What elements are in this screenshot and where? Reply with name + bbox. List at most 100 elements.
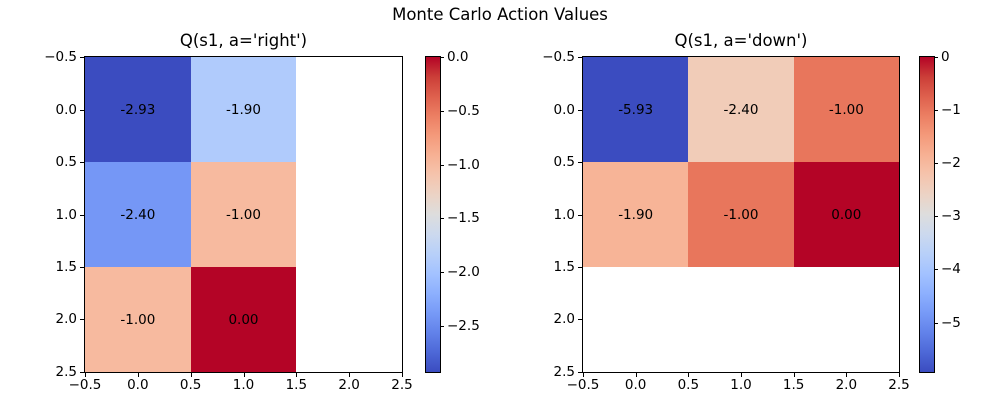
heatmap-cell-r2c2 (793, 267, 899, 372)
heatmap-cell-r0c2 (296, 57, 402, 162)
colorbar-tick-mark (440, 325, 444, 327)
y-tick-label: 1.5 (55, 259, 77, 275)
colorbar-tick-label: 0.0 (447, 49, 469, 65)
y-tick-label: −0.5 (542, 49, 575, 65)
x-tick-label: 0.5 (677, 377, 700, 393)
x-tick-label: −0.5 (68, 377, 102, 393)
heatmap-cell-r0c2: -1.00 (793, 57, 899, 162)
cell-value-label: -2.40 (120, 206, 156, 223)
heatmap-cell-r2c0: -1.00 (85, 267, 191, 372)
y-tick-label: 0.0 (55, 101, 77, 118)
x-tick-label: 2.0 (338, 377, 360, 393)
y-tick-mark (578, 109, 582, 111)
cell-value-label: 0.00 (831, 206, 862, 223)
x-tick-mark (583, 373, 584, 377)
x-tick-label: 0.5 (179, 377, 202, 393)
colorbar-tick-mark (440, 272, 444, 274)
heatmap-cell-r1c0: -2.40 (85, 162, 191, 267)
y-tick-mark (80, 57, 84, 58)
y-tick-label: 0.5 (55, 153, 77, 170)
colorbar-tick-label: −3 (941, 208, 961, 225)
y-tick-mark (578, 214, 582, 216)
colorbar-tick-label: −1 (941, 102, 961, 119)
y-tick-label: 0.0 (553, 101, 575, 118)
colorbar-tick-label: −1.0 (447, 156, 480, 173)
heatmap-cell-r1c2: 0.00 (793, 162, 899, 267)
y-tick-mark (80, 161, 84, 163)
colorbar-tick-mark (934, 322, 938, 324)
heatmap-cell-r2c1: 0.00 (190, 267, 297, 372)
heatmap-cell-r0c0: -5.93 (583, 57, 689, 162)
colorbar-tick-mark (934, 163, 938, 165)
x-tick-mark (402, 373, 403, 377)
subplot-title-q-down: Q(s1, a='down') (674, 31, 808, 50)
colorbar-tick-mark (440, 218, 444, 220)
heatmap-cell-r2c1 (688, 267, 794, 372)
y-tick-label: 1.0 (55, 206, 77, 223)
x-tick-mark (635, 373, 637, 377)
y-tick-mark (578, 372, 582, 373)
x-tick-mark (243, 373, 245, 377)
heatmap-cell-r2c0 (583, 267, 689, 372)
colorbar-tick-label: −1.5 (447, 210, 480, 227)
x-tick-mark (296, 373, 298, 377)
heatmap-cell-r1c2 (296, 162, 402, 267)
x-tick-label: 1.0 (730, 377, 752, 393)
cell-value-label: -1.00 (120, 311, 156, 328)
colorbar-q-down: 0 −1 −2 −3 −4 −5 (919, 49, 961, 373)
cell-value-label: -1.00 (226, 206, 261, 223)
y-tick-mark (80, 372, 84, 373)
y-tick-mark (578, 267, 582, 268)
y-tick-label: 1.5 (553, 259, 575, 275)
y-tick-label: 2.0 (553, 311, 575, 328)
x-tick-mark (899, 373, 900, 377)
x-tick-mark (190, 373, 192, 377)
colorbar-tick-mark (934, 216, 938, 218)
colorbar-tick-mark (934, 269, 938, 271)
heatmap-cell-r0c0: -2.93 (85, 57, 191, 162)
colorbar-tick-mark (440, 110, 444, 112)
y-tick-label: 2.5 (553, 364, 575, 380)
y-tick-mark (80, 214, 84, 216)
heatmap-cell-r1c0: -1.90 (583, 162, 689, 267)
heatmap-q-right: -2.93 -1.90 -2.40 -1.00 -1.00 0.00 −0.5 … (44, 49, 413, 393)
x-tick-mark (137, 373, 139, 377)
colorbar-tick-mark (440, 164, 444, 166)
cell-value-label: -2.40 (723, 101, 759, 118)
heatmap-cell-r2c2 (296, 267, 402, 372)
y-tick-mark (578, 319, 582, 321)
figure-title: Monte Carlo Action Values (392, 5, 608, 24)
heatmap-q-down: -5.93 -2.40 -1.00 -1.90 -1.00 0.00 −0.5 … (542, 49, 910, 393)
colorbar-q-right: 0.0 −0.5 −1.0 −1.5 −2.0 −2.5 (425, 49, 480, 373)
x-tick-mark (85, 373, 86, 377)
colorbar-tick-mark (934, 57, 938, 58)
x-tick-mark (688, 373, 690, 377)
colorbar-tick-label: −2.0 (447, 264, 480, 281)
subplot-title-q-right: Q(s1, a='right') (179, 31, 308, 50)
cell-value-label: -1.00 (723, 206, 759, 223)
x-tick-mark (349, 373, 351, 377)
y-tick-mark (578, 161, 582, 163)
heatmap-cell-r0c1: -2.40 (688, 57, 794, 162)
x-tick-label: −0.5 (566, 377, 600, 393)
colorbar-tick-label: 0 (941, 49, 950, 65)
x-tick-mark (846, 373, 848, 377)
colorbar-tick-mark (440, 57, 444, 58)
heatmap-cell-r1c1: -1.00 (190, 162, 297, 267)
heatmap-cell-r0c1: -1.90 (190, 57, 297, 162)
cell-value-label: -1.90 (226, 101, 261, 118)
y-tick-label: 2.5 (55, 364, 77, 380)
y-tick-label: 0.5 (553, 153, 575, 170)
x-tick-label: 1.5 (285, 377, 308, 393)
x-tick-mark (793, 373, 795, 377)
colorbar-tick-mark (934, 110, 938, 112)
cell-value-label: -1.00 (828, 101, 864, 118)
cell-value-label: -1.90 (618, 206, 654, 223)
heatmap-grid: -5.93 -2.40 -1.00 -1.90 -1.00 0.00 (583, 57, 899, 372)
colorbar-tick-label: −2.5 (447, 317, 480, 334)
cell-value-label: 0.00 (228, 311, 259, 328)
x-tick-label: 0.0 (624, 377, 647, 393)
cell-value-label: -5.93 (618, 101, 654, 118)
colorbar-tick-label: −4 (941, 261, 961, 278)
